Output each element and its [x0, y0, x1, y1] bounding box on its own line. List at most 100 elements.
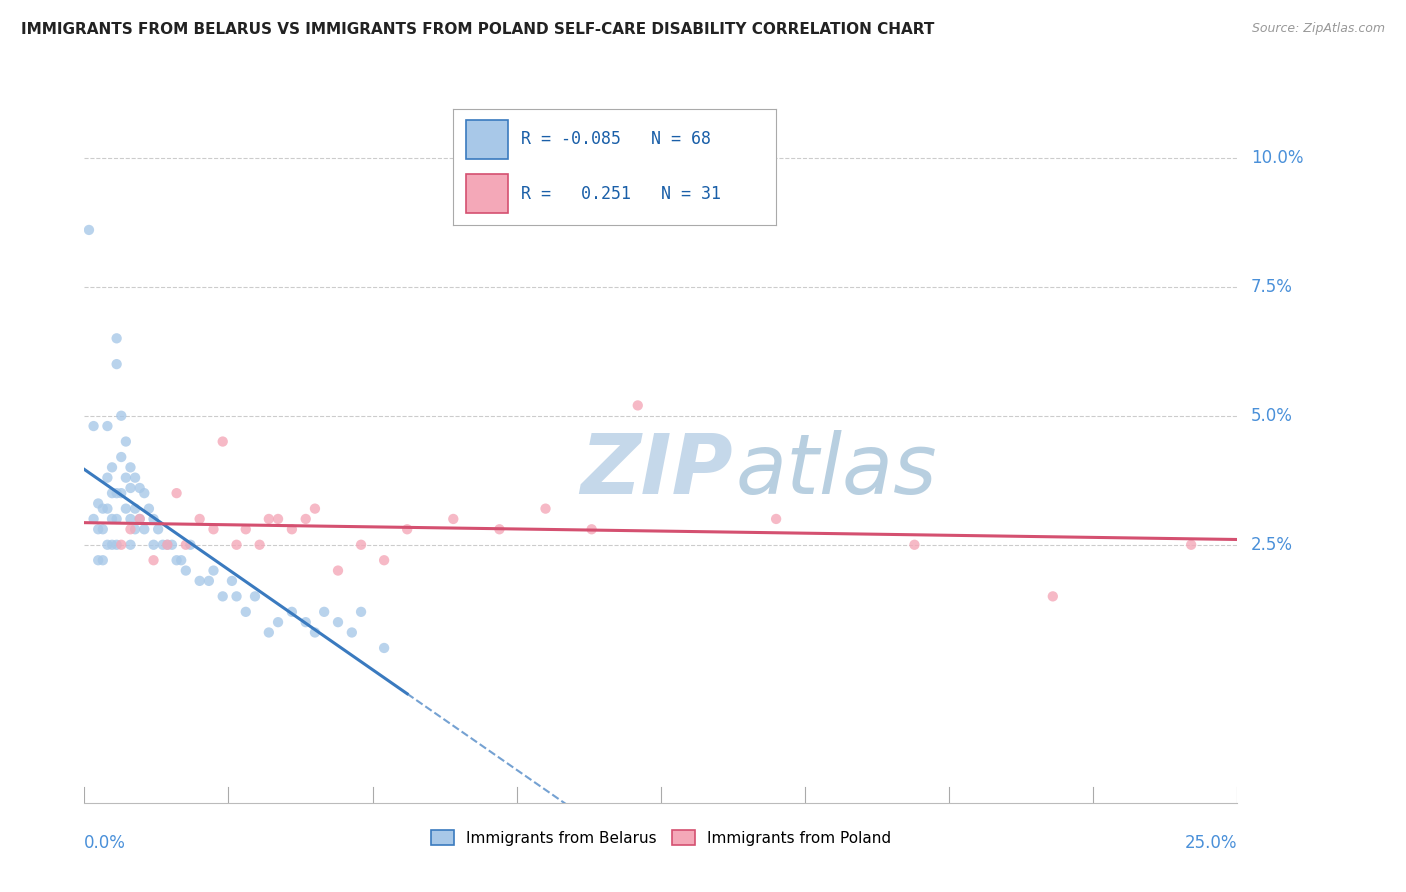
Point [294, 615, 316, 630]
Point [124, 470, 146, 484]
Point [281, 605, 304, 619]
Point [350, 538, 373, 552]
Point [281, 522, 304, 536]
Point [105, 357, 128, 371]
Point [294, 512, 316, 526]
Point [396, 522, 419, 536]
Point [152, 538, 174, 552]
Point [120, 460, 142, 475]
Point [120, 538, 142, 552]
Point [120, 481, 142, 495]
Point [142, 538, 165, 552]
Text: atlas: atlas [735, 430, 938, 511]
Point [373, 553, 395, 567]
Point [110, 450, 132, 464]
Point [124, 501, 146, 516]
Point [120, 512, 142, 526]
Point [1042, 590, 1064, 604]
Point [249, 538, 271, 552]
Point [373, 640, 395, 655]
Point [96, 470, 118, 484]
Point [128, 512, 150, 526]
Point [110, 486, 132, 500]
Point [101, 512, 124, 526]
Point [174, 564, 197, 578]
Point [128, 512, 150, 526]
Point [304, 625, 326, 640]
Point [235, 522, 257, 536]
Point [105, 331, 128, 345]
Point [225, 590, 247, 604]
Point [115, 434, 138, 449]
Point [87, 553, 110, 567]
Point [257, 512, 280, 526]
Point [105, 486, 128, 500]
Point [110, 538, 132, 552]
Point [156, 538, 179, 552]
Point [326, 564, 349, 578]
Point [267, 615, 290, 630]
Point [174, 538, 197, 552]
Point [179, 538, 201, 552]
Point [441, 512, 464, 526]
Point [1180, 538, 1202, 552]
Text: 7.5%: 7.5% [1251, 277, 1294, 296]
Point [160, 538, 183, 552]
Point [170, 553, 193, 567]
Point [91, 522, 114, 536]
Point [87, 522, 110, 536]
Point [188, 512, 211, 526]
Text: IMMIGRANTS FROM BELARUS VS IMMIGRANTS FROM POLAND SELF-CARE DISABILITY CORRELATI: IMMIGRANTS FROM BELARUS VS IMMIGRANTS FR… [21, 22, 935, 37]
Point [221, 574, 243, 588]
Point [101, 486, 124, 500]
Text: Source: ZipAtlas.com: Source: ZipAtlas.com [1251, 22, 1385, 36]
Point [581, 522, 603, 536]
Point [903, 538, 925, 552]
Point [235, 605, 257, 619]
Point [257, 625, 280, 640]
Point [765, 512, 787, 526]
Point [326, 615, 349, 630]
Point [188, 574, 211, 588]
Point [211, 434, 233, 449]
Point [101, 460, 124, 475]
Point [202, 522, 225, 536]
Point [202, 564, 225, 578]
Text: 2.5%: 2.5% [1251, 536, 1294, 554]
Point [96, 501, 118, 516]
Text: 5.0%: 5.0% [1251, 407, 1294, 425]
Point [350, 605, 373, 619]
Point [142, 512, 165, 526]
Point [110, 409, 132, 423]
Point [267, 512, 290, 526]
Point [115, 470, 138, 484]
Point [534, 501, 557, 516]
Point [83, 419, 105, 434]
Point [198, 574, 221, 588]
Point [627, 398, 650, 412]
Point [211, 590, 233, 604]
Text: 25.0%: 25.0% [1185, 834, 1237, 852]
Point [115, 501, 138, 516]
Point [105, 512, 128, 526]
Point [96, 419, 118, 434]
Point [101, 538, 124, 552]
Text: 10.0%: 10.0% [1251, 149, 1303, 167]
Point [142, 553, 165, 567]
Point [134, 522, 156, 536]
Point [87, 496, 110, 510]
Point [138, 501, 160, 516]
Point [120, 522, 142, 536]
Point [304, 501, 326, 516]
Point [166, 553, 188, 567]
Text: ZIP: ZIP [581, 430, 733, 511]
Point [146, 522, 169, 536]
Point [134, 486, 156, 500]
Point [91, 553, 114, 567]
Point [243, 590, 266, 604]
Point [83, 512, 105, 526]
Point [314, 605, 336, 619]
Text: 0.0%: 0.0% [84, 834, 127, 852]
Point [488, 522, 510, 536]
Point [77, 223, 100, 237]
